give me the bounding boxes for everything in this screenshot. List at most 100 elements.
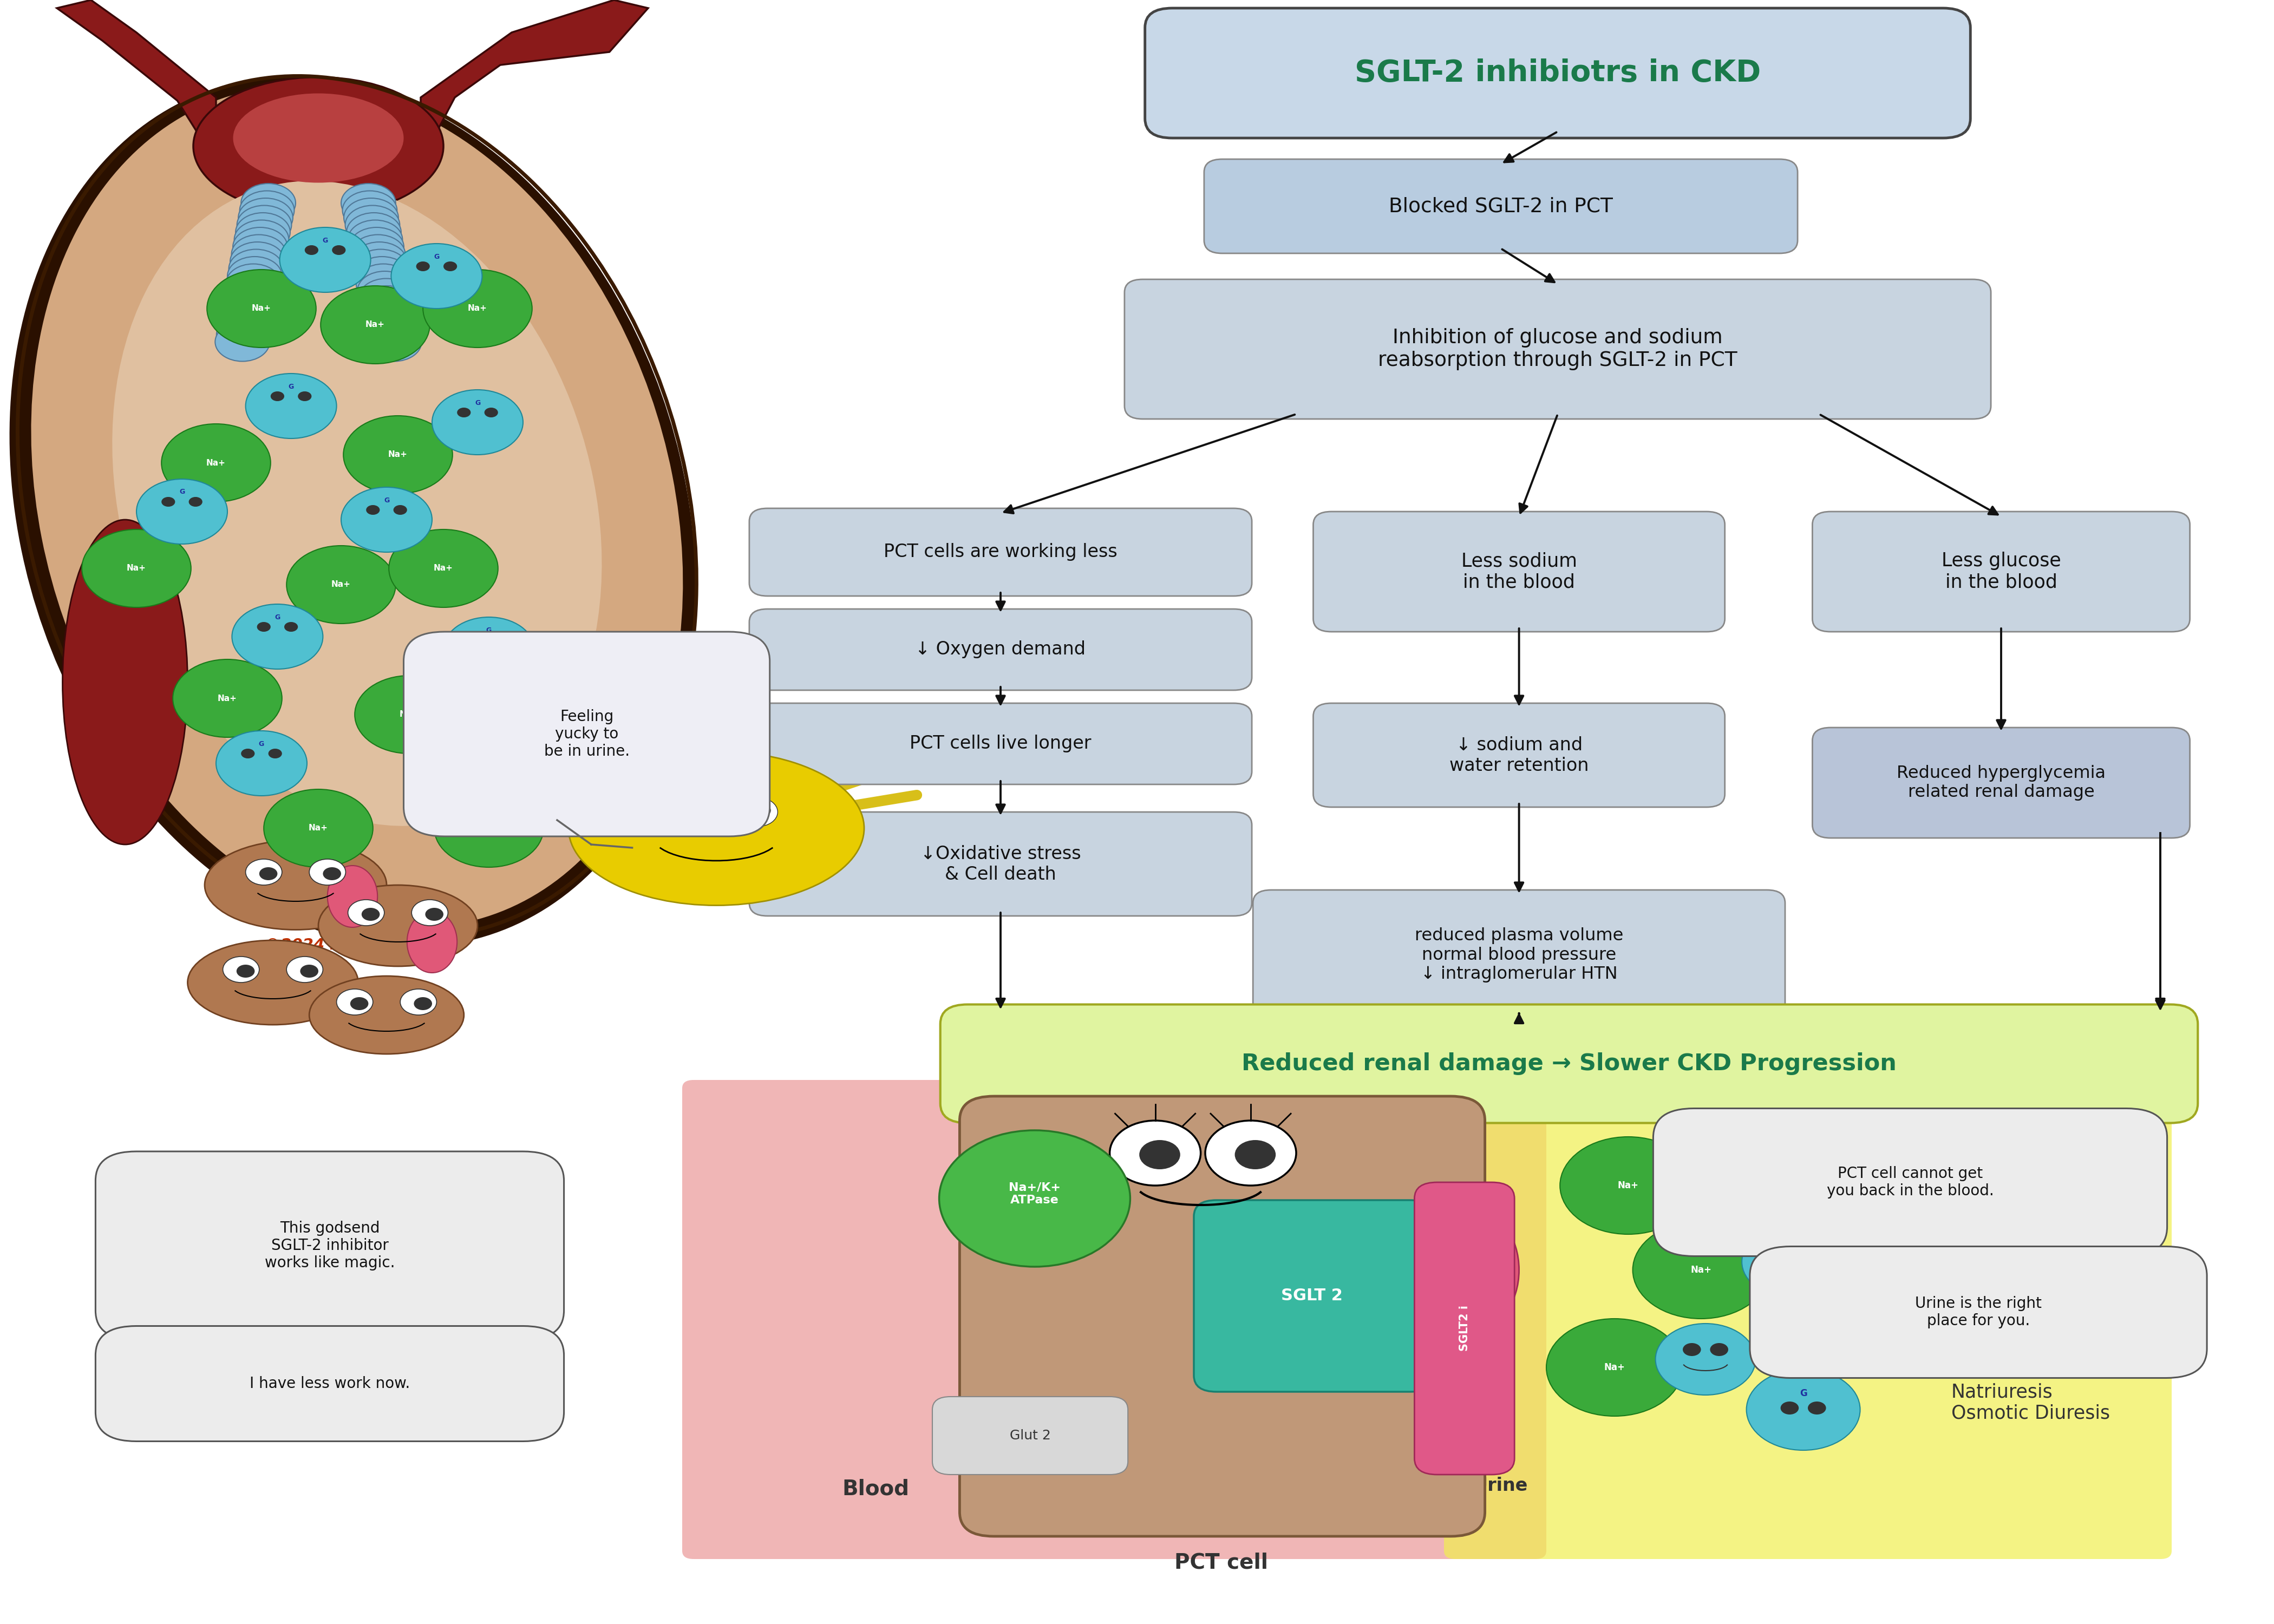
Circle shape <box>337 989 373 1015</box>
Circle shape <box>284 622 298 632</box>
Circle shape <box>423 270 532 348</box>
Text: Inhibition of glucose and sodium
reabsorption through SGLT-2 in PCT: Inhibition of glucose and sodium reabsor… <box>1378 328 1737 370</box>
Circle shape <box>1756 1202 1774 1215</box>
Circle shape <box>268 749 282 758</box>
Ellipse shape <box>568 750 864 906</box>
Text: Reduced renal damage → Slower CKD Progression: Reduced renal damage → Slower CKD Progre… <box>1242 1052 1897 1075</box>
Text: G: G <box>289 383 293 390</box>
Circle shape <box>1696 1161 1715 1174</box>
Circle shape <box>346 206 400 245</box>
FancyBboxPatch shape <box>1812 728 2190 838</box>
Circle shape <box>225 271 280 310</box>
Text: Glut 2: Glut 2 <box>1010 1429 1051 1442</box>
Text: G: G <box>1799 1389 1808 1398</box>
Circle shape <box>216 731 307 796</box>
FancyBboxPatch shape <box>96 1325 564 1442</box>
Text: ↓ sodium and
water retention: ↓ sodium and water retention <box>1449 736 1590 775</box>
Circle shape <box>457 408 471 417</box>
Text: G: G <box>323 237 327 244</box>
Circle shape <box>264 789 373 867</box>
Circle shape <box>348 900 384 926</box>
Text: Na+: Na+ <box>366 322 384 328</box>
Text: G: G <box>487 627 491 633</box>
Text: G: G <box>180 489 184 495</box>
Circle shape <box>655 797 696 827</box>
Text: Less glucose
in the blood: Less glucose in the blood <box>1942 552 2060 591</box>
Ellipse shape <box>64 520 186 844</box>
FancyBboxPatch shape <box>750 703 1251 784</box>
Text: Na+: Na+ <box>332 581 350 590</box>
Ellipse shape <box>111 180 603 827</box>
Circle shape <box>232 604 323 669</box>
Circle shape <box>225 263 280 302</box>
Circle shape <box>1769 1246 1787 1259</box>
Circle shape <box>362 908 380 921</box>
Circle shape <box>309 859 346 885</box>
Circle shape <box>1824 1304 1842 1317</box>
Text: This godsend
SGLT-2 inhibitor
works like magic.: This godsend SGLT-2 inhibitor works like… <box>264 1221 396 1270</box>
Circle shape <box>82 529 191 607</box>
Text: G: G <box>384 497 389 503</box>
FancyBboxPatch shape <box>1314 512 1724 632</box>
Circle shape <box>391 244 482 309</box>
Text: Glucosuria
Natriuresis
Osmotic Diuresis: Glucosuria Natriuresis Osmotic Diuresis <box>1951 1361 2110 1423</box>
Text: SGLT-2 inhibiotrs in CKD: SGLT-2 inhibiotrs in CKD <box>1355 58 1760 88</box>
Text: I have less work now.: I have less work now. <box>250 1376 409 1392</box>
Circle shape <box>1205 1121 1296 1186</box>
Circle shape <box>341 487 432 552</box>
Circle shape <box>287 546 396 624</box>
Circle shape <box>257 622 271 632</box>
FancyBboxPatch shape <box>750 609 1251 690</box>
FancyBboxPatch shape <box>939 1004 2197 1124</box>
Ellipse shape <box>407 911 457 973</box>
Polygon shape <box>57 0 216 162</box>
Circle shape <box>753 804 771 817</box>
FancyBboxPatch shape <box>1751 1247 2206 1377</box>
Circle shape <box>939 1130 1130 1267</box>
Text: Na+: Na+ <box>309 825 327 831</box>
Text: Na+: Na+ <box>218 695 236 703</box>
Text: PCT cells are working less: PCT cells are working less <box>885 542 1117 562</box>
Circle shape <box>343 416 453 494</box>
Text: Less sodium
in the blood: Less sodium in the blood <box>1462 552 1576 591</box>
Ellipse shape <box>309 976 464 1054</box>
Circle shape <box>207 270 316 348</box>
Circle shape <box>323 867 341 880</box>
Circle shape <box>241 749 255 758</box>
Text: Creative-Med-Doses: Creative-Med-Doses <box>248 890 425 906</box>
Circle shape <box>366 315 421 354</box>
Circle shape <box>298 391 312 401</box>
Circle shape <box>246 859 282 885</box>
Circle shape <box>341 184 396 222</box>
Circle shape <box>496 635 509 645</box>
Circle shape <box>232 227 287 266</box>
Text: Reduced hyperglycemia
related renal damage: Reduced hyperglycemia related renal dama… <box>1897 765 2106 801</box>
FancyBboxPatch shape <box>405 632 769 836</box>
Circle shape <box>239 198 293 237</box>
Text: Na+: Na+ <box>207 458 225 468</box>
Circle shape <box>432 390 523 455</box>
FancyBboxPatch shape <box>1205 159 1796 253</box>
Circle shape <box>1762 1272 1876 1353</box>
Circle shape <box>393 505 407 515</box>
Circle shape <box>216 322 271 362</box>
Circle shape <box>189 497 202 507</box>
Text: Na+: Na+ <box>389 450 407 458</box>
Text: Na+: Na+ <box>252 305 271 312</box>
Text: Na+/K+
ATPase: Na+/K+ ATPase <box>1010 1182 1060 1205</box>
Text: Blocked SGLT-2 in PCT: Blocked SGLT-2 in PCT <box>1389 197 1612 216</box>
Text: Na+: Na+ <box>127 565 146 573</box>
FancyBboxPatch shape <box>1194 1200 1433 1392</box>
Circle shape <box>236 213 291 252</box>
Text: Feeling
yucky to
be in urine.: Feeling yucky to be in urine. <box>543 710 630 758</box>
Text: Na+: Na+ <box>1603 1363 1626 1372</box>
Circle shape <box>1633 1221 1769 1319</box>
Circle shape <box>1724 1161 1742 1174</box>
Circle shape <box>671 804 689 817</box>
Text: Na+: Na+ <box>1617 1181 1640 1190</box>
Circle shape <box>218 309 273 348</box>
Circle shape <box>350 235 405 273</box>
Circle shape <box>434 789 543 867</box>
Text: G: G <box>259 741 264 747</box>
Ellipse shape <box>318 885 478 966</box>
